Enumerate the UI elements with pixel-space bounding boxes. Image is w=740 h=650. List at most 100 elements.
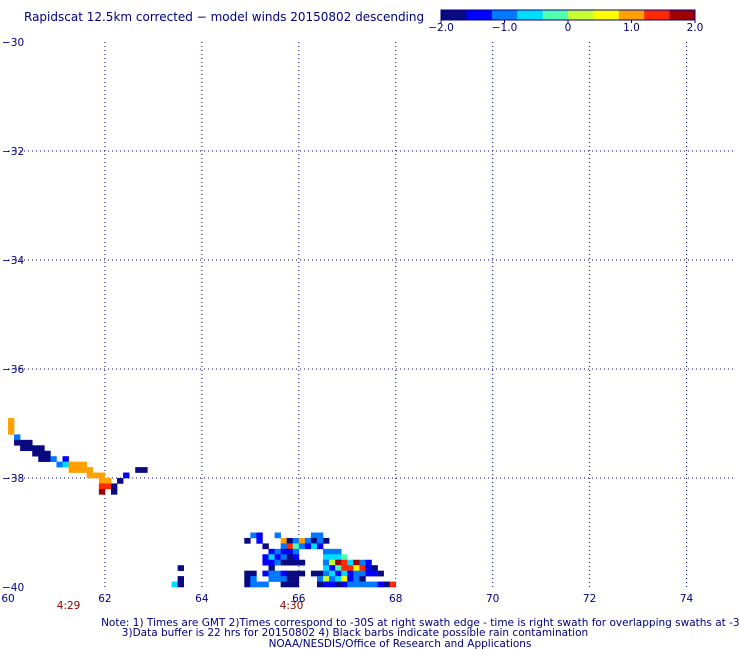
data-cell (359, 576, 366, 582)
data-cell (38, 445, 45, 452)
data-cell (316, 537, 324, 544)
x-tick-label: 68 (389, 593, 402, 605)
colorbar-swatch (441, 10, 467, 20)
data-cell (177, 581, 184, 588)
note-line-3: NOAA/NESDIS/Office of Research and Appli… (269, 638, 532, 650)
data-cell (8, 418, 15, 424)
colorbar-swatch (618, 10, 645, 20)
grid-lines (8, 42, 735, 587)
data-cell (20, 439, 27, 446)
colorbar-swatch (593, 10, 620, 20)
data-cell (316, 576, 324, 582)
data-cell (32, 445, 39, 452)
data-cell (286, 554, 294, 561)
data-cell (32, 450, 39, 457)
data-cell (292, 537, 300, 544)
data-cell (98, 483, 106, 490)
data-cell (323, 570, 330, 577)
data-cell (310, 532, 318, 539)
data-cell (80, 461, 88, 468)
data-cell (353, 559, 360, 566)
data-cell (323, 554, 330, 561)
data-cell (256, 581, 263, 588)
data-cell (262, 581, 269, 588)
data-cell (262, 570, 269, 577)
data-cell (274, 532, 281, 539)
data-cell (371, 565, 378, 571)
data-cell (389, 581, 397, 588)
data-cell (377, 570, 384, 577)
data-cell (359, 565, 366, 571)
data-cell (177, 576, 184, 582)
y-tick-label: −40 (2, 582, 24, 594)
data-cell (353, 576, 360, 582)
x-tick-label: 66 (292, 593, 306, 605)
data-cell (286, 559, 294, 566)
time-label: 4:30 (280, 600, 304, 612)
data-cell (262, 559, 269, 566)
data-cell (347, 581, 354, 588)
data-cell (292, 554, 300, 561)
data-cell (274, 554, 281, 561)
x-tick-label: 64 (195, 593, 209, 605)
data-cell (335, 576, 342, 582)
data-cell (280, 581, 287, 588)
data-cell (117, 478, 124, 484)
data-cell (359, 559, 366, 566)
data-cell (341, 570, 348, 577)
data-cell (341, 576, 348, 582)
data-cell (353, 570, 360, 577)
data-cell (268, 565, 275, 571)
data-cell (135, 467, 142, 473)
colorbar-swatch (491, 10, 518, 20)
data-cell (365, 581, 372, 588)
data-cell (68, 461, 75, 468)
data-cell (286, 548, 294, 555)
data-cell (98, 472, 106, 479)
note-line-2: 3)Data buffer is 22 hrs for 20150802 4) … (122, 627, 588, 639)
data-cell (62, 461, 69, 468)
y-tick-labels: −30 −32 −34 −36 −38 −40 (2, 37, 24, 594)
data-cell (74, 467, 81, 473)
data-cell (323, 565, 330, 571)
data-cell (292, 543, 300, 550)
x-tick-label: 62 (98, 593, 111, 605)
colorbar-swatch (669, 10, 696, 20)
data-cell (280, 543, 287, 550)
data-cell (110, 488, 118, 495)
data-cell (280, 576, 287, 582)
colorbar-tick-label: −2.0 (428, 22, 454, 34)
data-cell (377, 581, 384, 588)
data-cell (268, 576, 275, 582)
data-cell (50, 456, 57, 462)
data-cell (341, 554, 348, 561)
colorbar-swatch (517, 10, 544, 20)
data-cell (323, 537, 330, 544)
data-cell (310, 570, 318, 577)
data-cell (38, 456, 45, 462)
data-cell (347, 565, 354, 571)
data-cell (298, 559, 306, 566)
data-cell (323, 548, 330, 555)
y-tick-label: −38 (2, 473, 24, 485)
data-cell (268, 559, 275, 566)
data-cell (292, 581, 300, 588)
data-cell (316, 570, 324, 577)
data-cell (244, 576, 251, 582)
data-cell (280, 570, 287, 577)
time-label: 4:29 (57, 600, 81, 612)
colorbar-swatch (568, 10, 594, 20)
chart-title: Rapidscat 12.5km corrected − model winds… (24, 10, 424, 24)
data-cell (262, 554, 269, 561)
data-cell (256, 532, 263, 539)
data-cell (80, 467, 88, 473)
data-cell (98, 488, 106, 495)
data-cell (323, 559, 330, 566)
data-cell (335, 548, 342, 555)
colorbar-swatch (542, 10, 569, 20)
data-cell (329, 554, 336, 561)
colorbar-tick-label: 1.0 (623, 22, 640, 34)
data-cell (280, 559, 287, 566)
data-cell (304, 543, 312, 550)
